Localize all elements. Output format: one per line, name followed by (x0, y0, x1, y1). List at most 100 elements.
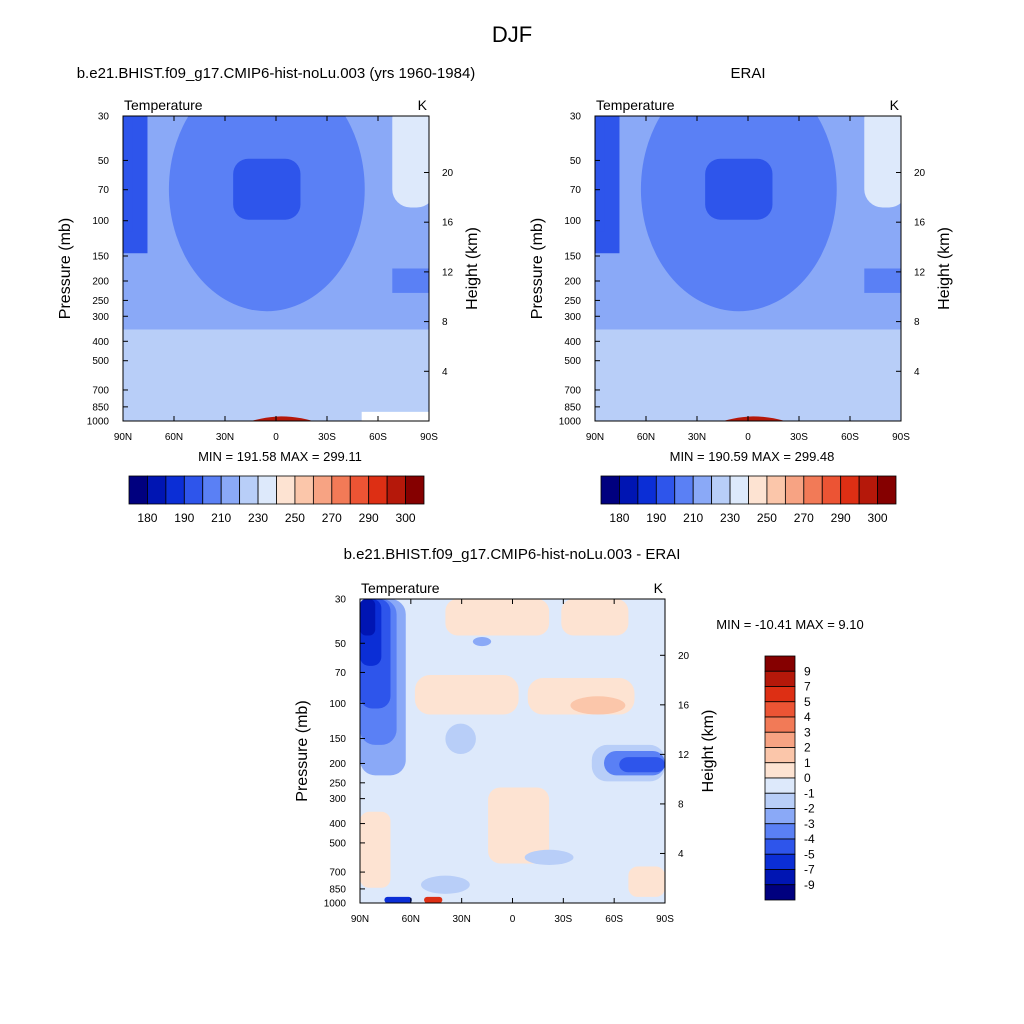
colorbar-label: 7 (804, 680, 811, 694)
colorbar-label: 290 (359, 511, 379, 525)
colorbar-label: 9 (804, 664, 811, 678)
panel-stats: MIN = 190.59 MAX = 299.48 (670, 449, 835, 464)
panel-stats: MIN = -10.41 MAX = 9.10 (716, 617, 863, 632)
colorbar-swatch (165, 475, 185, 505)
diff-cool-spot-2 (472, 637, 492, 647)
y-tick-label: 150 (329, 734, 346, 745)
x-tick-label: 0 (273, 432, 279, 443)
colorbar-swatch (858, 475, 878, 505)
y-tick-label: 500 (329, 838, 346, 849)
diff-warm-low-south (628, 866, 665, 897)
y-tick-label: 200 (564, 277, 581, 288)
y-tick-label: 500 (564, 356, 581, 367)
colorbar-label: 5 (804, 695, 811, 709)
colorbar-label: 300 (396, 511, 416, 525)
colorbar-label: 1 (804, 756, 811, 770)
colorbar-swatch (202, 475, 222, 505)
y2-tick-label: 12 (914, 267, 926, 278)
y-tick-label: 1000 (559, 417, 582, 428)
y2-tick-label: 20 (678, 651, 690, 662)
x-tick-label: 90S (656, 914, 674, 925)
field-polar-cold-edge (123, 116, 133, 232)
y-tick-label: 250 (329, 778, 346, 789)
figure-title: DJF (492, 22, 532, 47)
y2-tick-label: 16 (678, 700, 690, 711)
x-tick-label: 90N (114, 432, 132, 443)
y-tick-label: 1000 (87, 417, 110, 428)
colorbar-label: 190 (646, 511, 666, 525)
colorbar-swatch (766, 475, 786, 505)
colorbar-swatch (331, 475, 351, 505)
y-tick-label: 300 (329, 794, 346, 805)
x-tick-label: 90S (420, 432, 438, 443)
panel-left-label: Temperature (596, 97, 675, 113)
colorbar-swatch (386, 475, 406, 505)
y-tick-label: 100 (92, 216, 109, 227)
colorbar-swatch (692, 475, 713, 505)
colorbar-label: -2 (804, 802, 815, 816)
panel-right-label: K (418, 97, 428, 113)
field-tropopause-cold-core (705, 158, 773, 220)
panel-right-label: K (890, 97, 900, 113)
y2-tick-label: 8 (914, 317, 920, 328)
diff-cool-spot (445, 723, 476, 755)
colorbar-label: 300 (868, 511, 888, 525)
x-tick-label: 30N (452, 914, 470, 925)
y-tick-label: 300 (564, 312, 581, 323)
diff-surface-cold (384, 896, 412, 903)
y-tick-label: 100 (329, 699, 346, 710)
colorbar-swatch (764, 701, 796, 718)
y-tick-label: 50 (570, 156, 582, 167)
y-axis-title: Pressure (mb) (57, 218, 74, 319)
colorbar-label: -9 (804, 878, 815, 892)
colorbar-label: 210 (683, 511, 703, 525)
y-tick-label: 30 (335, 595, 347, 606)
colorbar-swatch (821, 475, 842, 505)
colorbar-label: 290 (831, 511, 851, 525)
x-tick-label: 90N (586, 432, 604, 443)
colorbar-label: 0 (804, 771, 811, 785)
colorbar-swatch (711, 475, 731, 505)
y-tick-label: 500 (92, 356, 109, 367)
y-tick-label: 200 (92, 277, 109, 288)
x-tick-label: 60S (605, 914, 623, 925)
x-tick-label: 90N (351, 914, 369, 925)
y-tick-label: 400 (92, 337, 109, 348)
colorbar-label: 2 (804, 741, 811, 755)
field-south-cold-patch (392, 268, 429, 293)
y-tick-label: 250 (564, 296, 581, 307)
panel-1-field (595, 116, 901, 421)
x-tick-label: 30S (790, 432, 808, 443)
colorbar-swatch (877, 475, 897, 505)
colorbar-label: 230 (720, 511, 740, 525)
y-tick-label: 70 (98, 185, 110, 196)
field-south-cold-patch (864, 268, 901, 293)
colorbar-swatch (128, 475, 148, 505)
y2-tick-label: 8 (442, 317, 448, 328)
field-tropopause-cold-core (233, 158, 301, 220)
panel-2-axes: b.e21.BHIST.f09_g17.CMIP6-hist-noLu.003 … (294, 546, 717, 925)
y-tick-label: 850 (92, 402, 109, 413)
y2-tick-label: 4 (442, 367, 448, 378)
colorbar-swatch (147, 475, 167, 505)
y-tick-label: 1000 (324, 899, 347, 910)
panel-title: ERAI (730, 65, 765, 82)
colorbar-label: -1 (804, 786, 815, 800)
y-tick-label: 100 (564, 216, 581, 227)
colorbar: 180 190 210 230 250 270 290 300 MIN = 191.58 MAX… (128, 449, 425, 525)
panel-right-label: K (654, 580, 664, 596)
colorbar-swatch (764, 762, 796, 779)
y2-tick-label: 8 (678, 799, 684, 810)
diff-warm-low-north (360, 811, 391, 888)
colorbar-swatch (183, 475, 204, 505)
y2-tick-label: 20 (914, 168, 926, 179)
colorbar: 180 190 210 230 250 270 290 300 MIN = 190.59 MAX… (600, 449, 897, 525)
y-tick-label: 200 (329, 759, 346, 770)
colorbar-label: 270 (794, 511, 814, 525)
panel-left-label: Temperature (361, 580, 440, 596)
field-polar-cold-edge (595, 116, 605, 232)
y-tick-label: 50 (98, 156, 110, 167)
y2-tick-label: 4 (914, 367, 920, 378)
colorbar-swatch (637, 475, 657, 505)
